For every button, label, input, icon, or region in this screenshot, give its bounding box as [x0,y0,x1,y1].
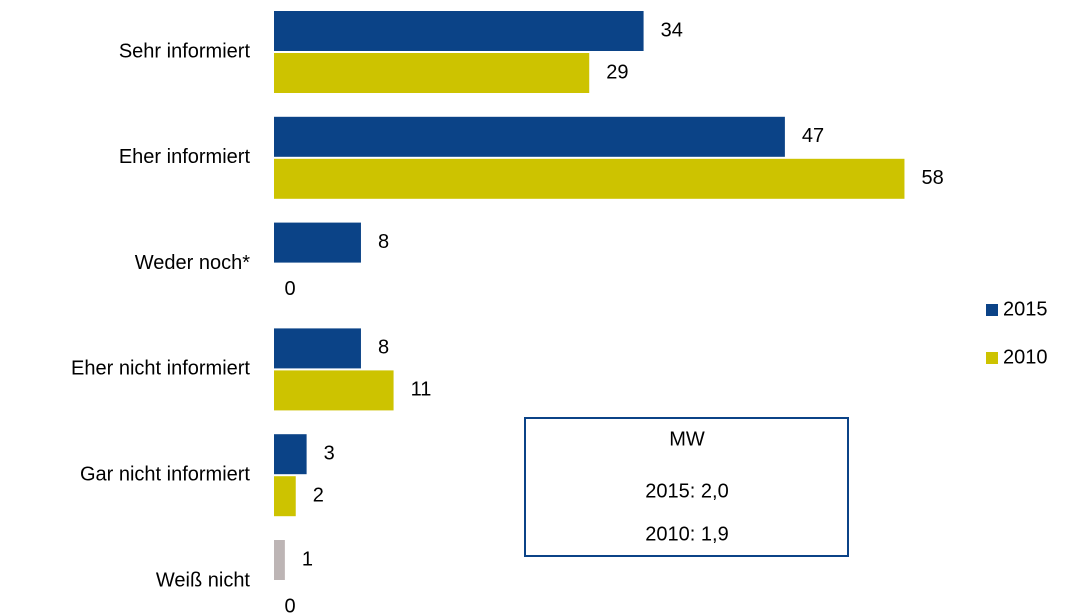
value-label: 1 [302,548,313,570]
value-label: 29 [606,61,628,83]
category-label: Eher nicht informiert [71,358,250,380]
value-label: 58 [921,167,943,189]
annotation-line: 2015: 2,0 [645,480,728,502]
category-label: Gar nicht informiert [80,463,250,485]
bar [274,328,361,369]
value-label: 2 [313,484,324,506]
bar [274,11,644,51]
bar [274,476,296,517]
value-label: 3 [324,442,335,464]
value-label: 47 [802,125,824,147]
legend-swatch [986,304,998,316]
annotation-box [524,417,849,557]
value-label: 0 [284,278,295,300]
annotation-line: 2010: 1,9 [645,523,728,545]
value-label: 34 [661,19,683,41]
category-label: Weiß nicht [156,569,251,591]
value-label: 11 [411,379,432,401]
bar [274,370,394,411]
bar [274,540,285,580]
category-label: Eher informiert [119,146,251,168]
legend-label: 2010 [1003,346,1048,368]
bar [274,222,361,263]
category-label: Weder noch* [135,252,250,274]
category-label: Sehr informiert [119,40,251,62]
legend-label: 2015 [1003,298,1048,320]
value-label: 0 [284,595,295,614]
bar [274,434,307,475]
value-label: 8 [378,337,389,359]
value-label: 8 [378,231,389,253]
bar [274,158,905,199]
bar [274,116,785,157]
annotation-title: MW [669,428,705,450]
bar [274,53,590,93]
legend-swatch [986,352,998,364]
